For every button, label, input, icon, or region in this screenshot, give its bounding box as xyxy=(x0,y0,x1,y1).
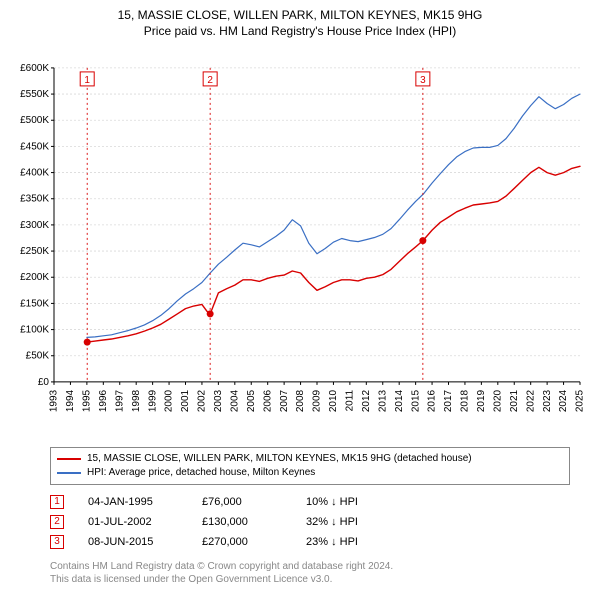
marker-badge-number: 2 xyxy=(207,75,213,86)
x-tick-label: 2021 xyxy=(509,390,520,413)
series-hpi xyxy=(87,94,580,337)
transaction-row: 3 08-JUN-2015 £270,000 23% ↓ HPI xyxy=(50,535,570,549)
transaction-price: £130,000 xyxy=(202,516,282,528)
x-tick-label: 1995 xyxy=(82,390,93,413)
x-tick-label: 2013 xyxy=(377,390,388,413)
transactions-table: 1 04-JAN-1995 £76,000 10% ↓ HPI 2 01-JUL-2002… xyxy=(50,495,570,555)
credits-line1: Contains HM Land Registry data © Crown c… xyxy=(50,561,570,574)
x-tick-label: 1999 xyxy=(147,390,158,413)
transaction-diff: 32% ↓ HPI xyxy=(306,516,406,528)
y-tick-label: £250K xyxy=(20,246,49,257)
y-tick-label: £0 xyxy=(38,377,50,388)
y-tick-label: £350K xyxy=(20,194,49,205)
x-tick-label: 2016 xyxy=(427,390,438,413)
chart-title-address: 15, MASSIE CLOSE, WILLEN PARK, MILTON KE… xyxy=(10,8,590,24)
x-tick-label: 2000 xyxy=(164,390,175,413)
chart-svg: £0 £50K £100K £150K £200K £250K £300K £350K £400… xyxy=(10,45,590,439)
x-tick-label: 2002 xyxy=(197,390,208,413)
transaction-diff: 10% ↓ HPI xyxy=(306,496,406,508)
marker-dot xyxy=(84,339,91,346)
legend-swatch xyxy=(57,472,81,474)
x-tick-label: 2025 xyxy=(575,390,586,413)
legend-row: HPI: Average price, detached house, Milt… xyxy=(57,466,563,480)
y-tick-label: £500K xyxy=(20,115,49,126)
y-tick-label: £450K xyxy=(20,142,49,153)
transaction-date: 08-JUN-2015 xyxy=(88,536,178,548)
y-tick-label: £150K xyxy=(20,299,49,310)
x-tick-label: 1998 xyxy=(131,390,142,413)
x-tick-label: 2012 xyxy=(361,390,372,413)
transaction-badge: 1 xyxy=(50,495,64,509)
legend-label: HPI: Average price, detached house, Milt… xyxy=(87,466,315,480)
x-tick-label: 1996 xyxy=(98,390,109,413)
x-tick-label: 2007 xyxy=(279,390,290,413)
y-tick-label: £100K xyxy=(20,325,49,336)
x-tick-label: 2024 xyxy=(558,390,569,413)
transaction-price: £76,000 xyxy=(202,496,282,508)
transaction-date: 01-JUL-2002 xyxy=(88,516,178,528)
chart-container: 15, MASSIE CLOSE, WILLEN PARK, MILTON KE… xyxy=(0,0,600,590)
legend-swatch xyxy=(57,458,81,460)
chart-plot-area: £0 £50K £100K £150K £200K £250K £300K £350K £400… xyxy=(10,45,590,439)
x-tick-label: 2006 xyxy=(262,390,273,413)
legend-row: 15, MASSIE CLOSE, WILLEN PARK, MILTON KE… xyxy=(57,452,563,466)
x-tick-label: 2010 xyxy=(328,390,339,413)
chart-title-subtitle: Price paid vs. HM Land Registry's House … xyxy=(10,24,590,40)
x-tick-label: 1993 xyxy=(49,390,60,413)
x-tick-label: 1994 xyxy=(65,390,76,413)
transaction-price: £270,000 xyxy=(202,536,282,548)
marker-badge-number: 1 xyxy=(84,75,90,86)
transaction-date: 04-JAN-1995 xyxy=(88,496,178,508)
x-tick-label: 2019 xyxy=(476,390,487,413)
x-tick-label: 2008 xyxy=(295,390,306,413)
x-tick-label: 2020 xyxy=(492,390,503,413)
credits-line2: This data is licensed under the Open Gov… xyxy=(50,574,570,587)
x-tick-label: 2022 xyxy=(525,390,536,413)
x-tick-label: 2004 xyxy=(229,390,240,413)
y-tick-label: £50K xyxy=(26,351,50,362)
y-tick-label: £300K xyxy=(20,220,49,231)
y-tick-label: £400K xyxy=(20,168,49,179)
marker-dot xyxy=(419,237,426,244)
x-tick-label: 2005 xyxy=(246,390,257,413)
y-tick-label: £200K xyxy=(20,272,49,283)
transaction-row: 2 01-JUL-2002 £130,000 32% ↓ HPI xyxy=(50,515,570,529)
transaction-badge: 2 xyxy=(50,515,64,529)
transaction-row: 1 04-JAN-1995 £76,000 10% ↓ HPI xyxy=(50,495,570,509)
x-tick-label: 2023 xyxy=(542,390,553,413)
x-tick-label: 2017 xyxy=(443,390,454,413)
x-tick-label: 1997 xyxy=(114,390,125,413)
credits: Contains HM Land Registry data © Crown c… xyxy=(50,561,570,586)
x-tick-label: 2015 xyxy=(410,390,421,413)
legend: 15, MASSIE CLOSE, WILLEN PARK, MILTON KE… xyxy=(50,447,570,485)
x-tick-label: 2014 xyxy=(394,390,405,413)
y-tick-label: £550K xyxy=(20,89,49,100)
x-tick-label: 2018 xyxy=(460,390,471,413)
y-tick-label: £600K xyxy=(20,63,49,74)
marker-dot xyxy=(207,311,214,318)
x-tick-label: 2003 xyxy=(213,390,224,413)
x-tick-label: 2009 xyxy=(312,390,323,413)
chart-titles: 15, MASSIE CLOSE, WILLEN PARK, MILTON KE… xyxy=(10,8,590,39)
x-tick-label: 2011 xyxy=(345,390,356,412)
legend-label: 15, MASSIE CLOSE, WILLEN PARK, MILTON KE… xyxy=(87,452,472,466)
transaction-diff: 23% ↓ HPI xyxy=(306,536,406,548)
x-tick-label: 2001 xyxy=(180,390,191,413)
transaction-badge: 3 xyxy=(50,535,64,549)
marker-badge-number: 3 xyxy=(420,75,426,86)
